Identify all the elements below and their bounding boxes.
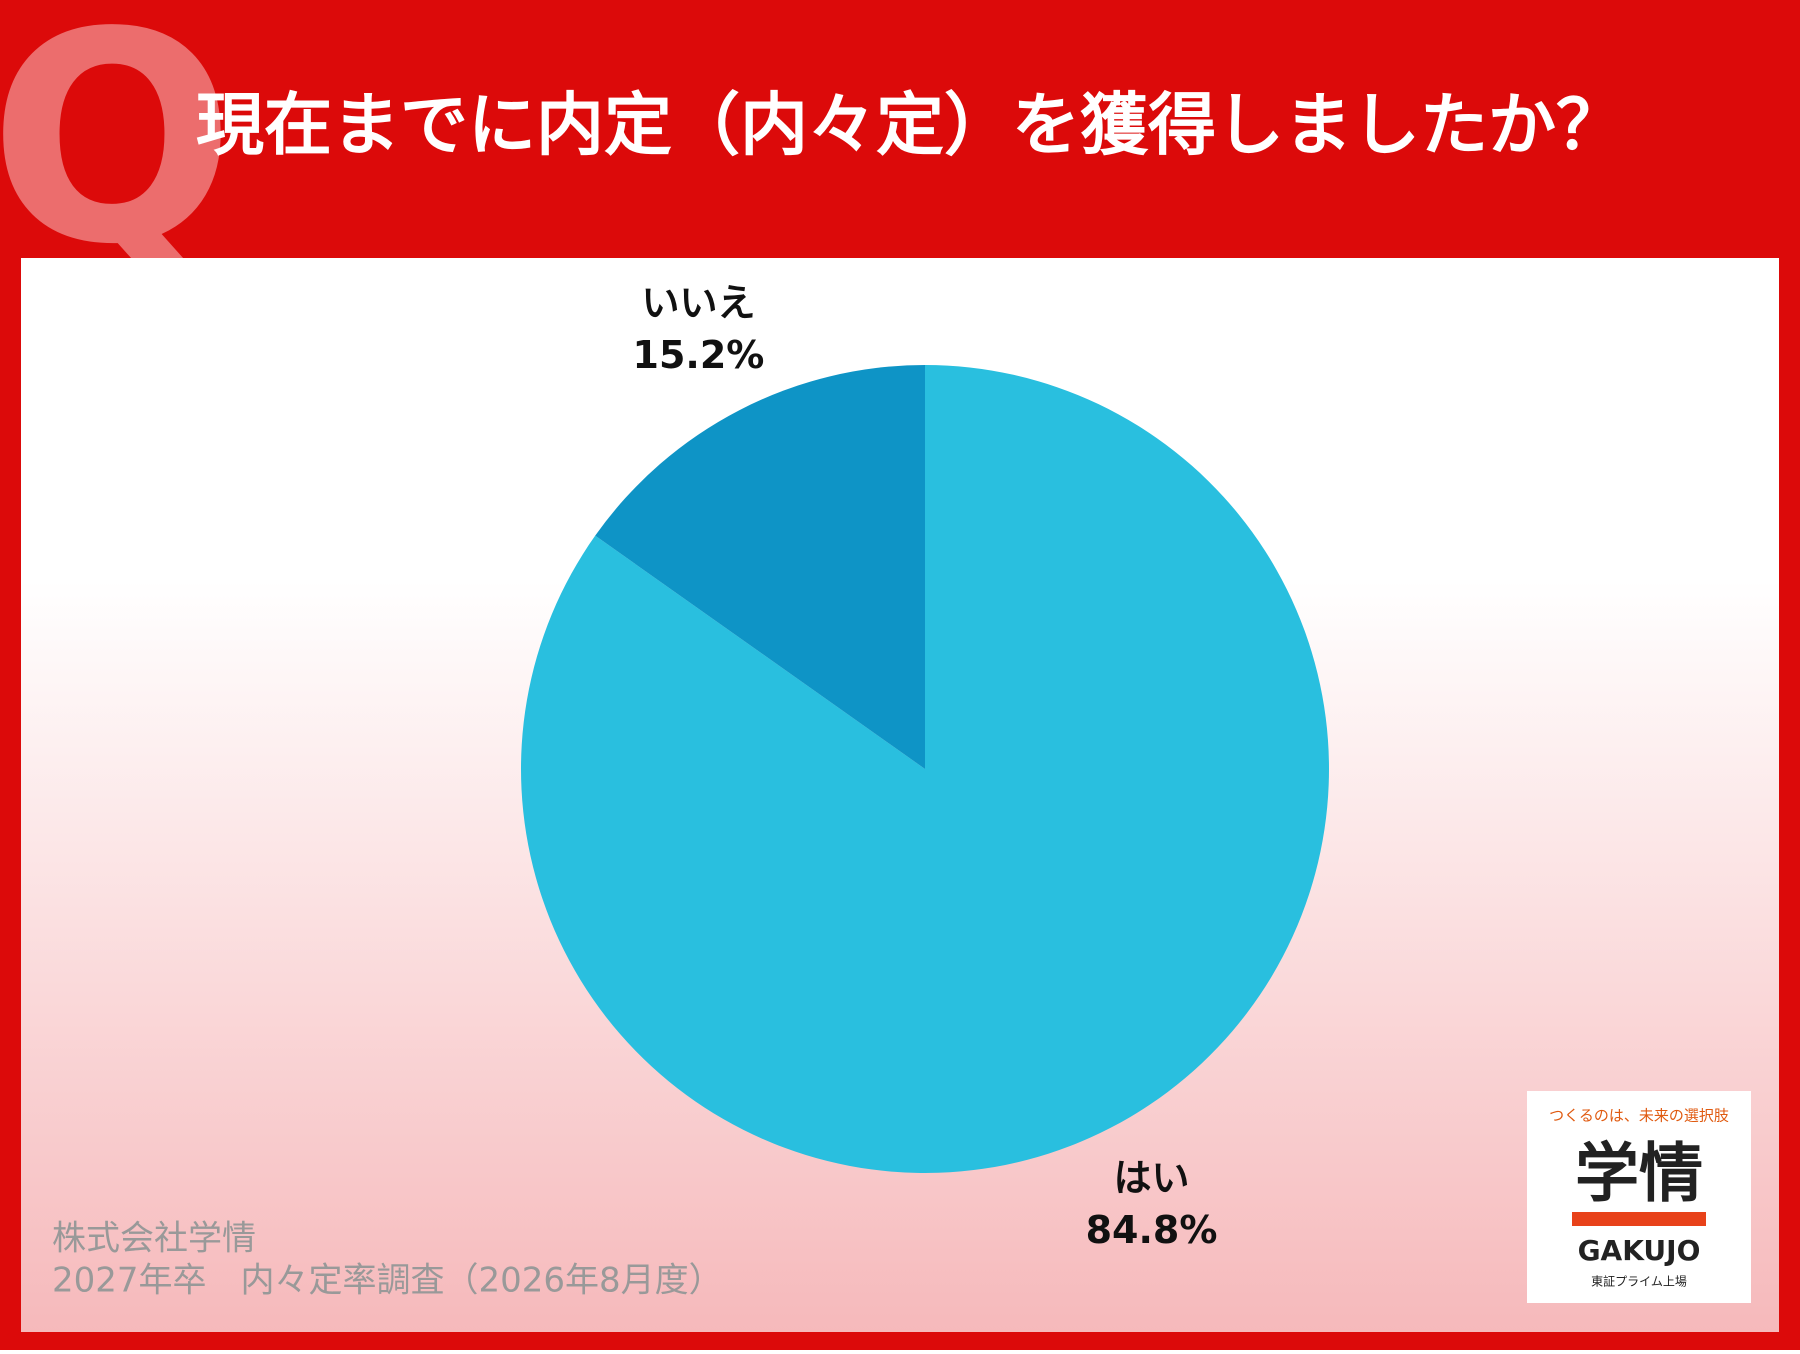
logo-name: 学情 [1575,1138,1703,1212]
q-mark: Q [0,0,235,308]
chart-title: 現在までに内定（内々定）を獲得しましたか？ [196,87,1624,166]
slice-label: いいえ [641,281,755,325]
slice-value-label: 15.2% [633,333,765,377]
logo-tagline: つくるのは、未来の選択肢 [1549,1107,1729,1125]
logo-romaji: GAKUJO [1578,1234,1701,1267]
logo-bar [1572,1212,1706,1226]
slice-value-label: 84.8% [1086,1208,1218,1252]
source-line: 2027年卒 内々定率調査（2026年8月度） [52,1261,723,1301]
source-line: 株式会社学情 [52,1219,256,1259]
slice-label: はい [1114,1156,1190,1200]
pie-slice [595,365,925,769]
pie-slice [521,365,1329,1173]
logo-box [1527,1091,1751,1303]
logo-listing: 東証プライム上場 [1591,1275,1687,1289]
